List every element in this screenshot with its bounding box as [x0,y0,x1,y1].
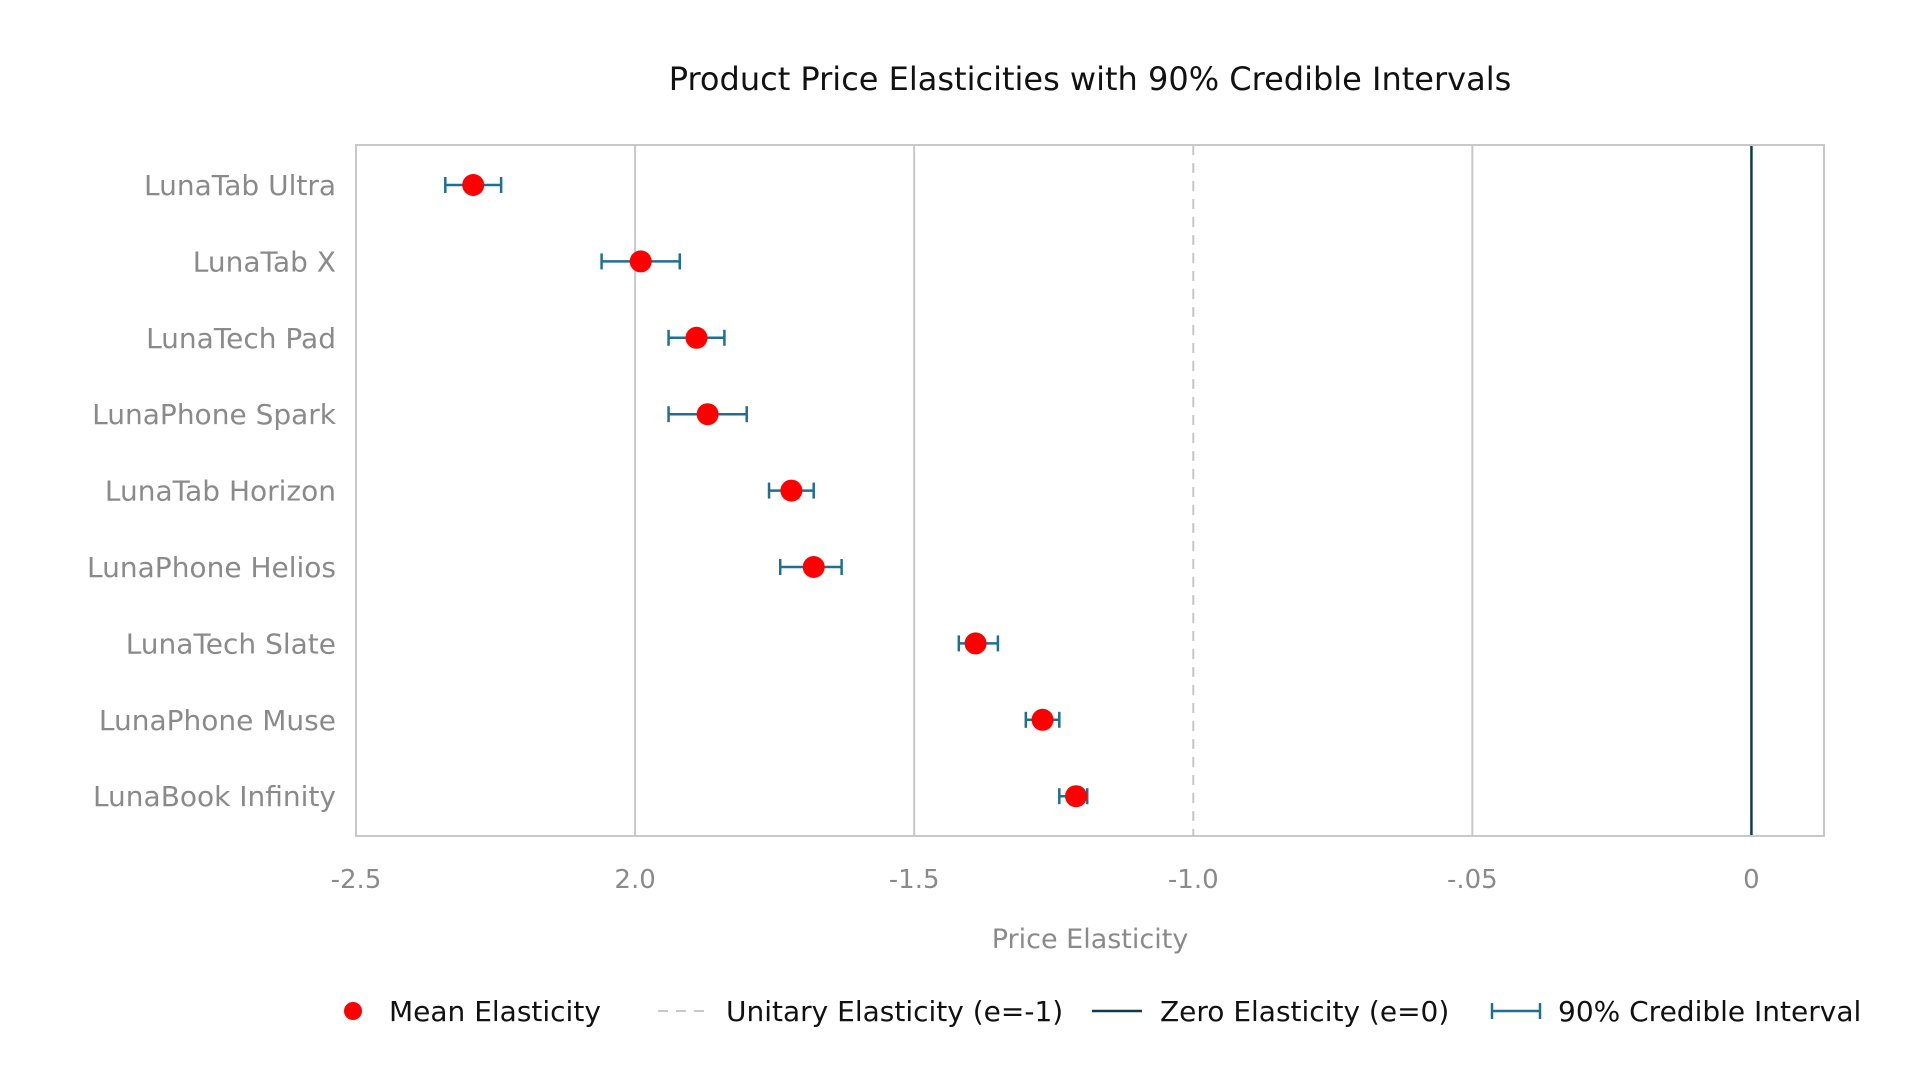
legend-item-interval[interactable]: 90% Credible Interval [1490,995,1861,1028]
category-labels: LunaTab Ultra LunaTab X LunaTech Pad LunaPh… [87,169,337,813]
mean-point[interactable] [802,556,825,578]
mean-point[interactable] [629,250,652,273]
grid-lines [634,145,1474,836]
legend-label-interval: 90% Credible Interval [1558,995,1861,1028]
plot-frame [355,144,1825,837]
category-label: LunaBook Infinity [93,780,336,813]
x-tick-label: -2.5 [331,865,382,895]
category-label: LunaTab X [193,245,336,278]
category-label: LunaPhone Helios [87,551,336,584]
legend-label-mean: Mean Elasticity [389,995,601,1028]
x-tick-label: 0 [1743,865,1760,895]
mean-point[interactable] [696,403,719,426]
chart-title: Product Price Elasticities with 90% Cred… [669,60,1512,98]
category-label: LunaPhone Spark [92,398,337,431]
x-tick-label: 2.0 [614,865,655,895]
mean-point[interactable] [685,326,708,349]
category-label: LunaPhone Muse [99,704,336,737]
x-tick-label: -1.0 [1168,865,1219,895]
legend-item-unitary[interactable]: Unitary Elasticity (e=-1) [658,995,1063,1028]
mean-point[interactable] [780,479,803,502]
mean-point[interactable] [462,174,485,196]
legend-item-mean[interactable]: Mean Elasticity [344,995,601,1028]
x-tick-label: -.05 [1447,865,1498,895]
x-tick-labels: -2.5 2.0 -1.5 -1.0 -.05 0 [331,865,1760,895]
x-tick-label: -1.5 [889,865,940,895]
category-label: LunaTech Slate [126,627,336,660]
category-label: LunaTech Pad [146,322,336,355]
category-label: LunaTab Horizon [105,475,336,508]
legend-item-zero[interactable]: Zero Elasticity (e=0) [1092,995,1449,1028]
legend-label-zero: Zero Elasticity (e=0) [1160,995,1449,1028]
mean-point[interactable] [964,632,987,655]
legend-marker-mean [344,1002,362,1020]
mean-points [462,174,1088,808]
x-axis-title: Price Elasticity [992,924,1189,955]
category-label: LunaTab Ultra [144,169,336,202]
credible-intervals [444,177,1089,805]
legend-label-unitary: Unitary Elasticity (e=-1) [726,995,1063,1028]
reference-lines [1192,145,1753,836]
legend: Mean Elasticity Unitary Elasticity (e=-1… [344,995,1861,1028]
mean-point[interactable] [1031,708,1054,731]
mean-point[interactable] [1065,785,1088,808]
